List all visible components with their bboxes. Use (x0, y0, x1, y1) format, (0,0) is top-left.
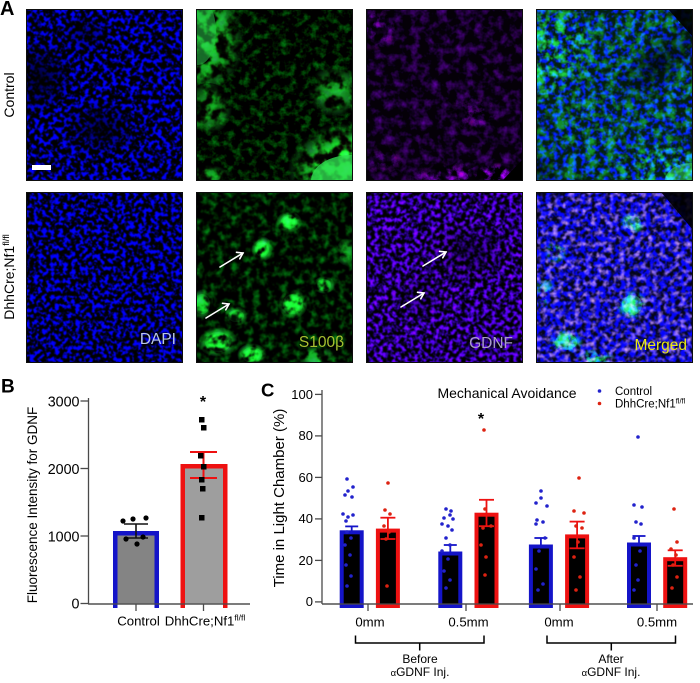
svg-text:40: 40 (299, 511, 313, 526)
svg-text:Before: Before (402, 652, 438, 666)
svg-text:*: * (478, 411, 485, 428)
svg-text:3000: 3000 (48, 395, 80, 411)
svg-text:After: After (598, 652, 623, 666)
svg-text:Control: Control (117, 614, 160, 629)
svg-text:Time in Light Chamber (%): Time in Light Chamber (%) (271, 409, 288, 588)
svg-text:Fluorescence Intensity for GDN: Fluorescence Intensity for GDNF (25, 407, 40, 604)
svg-text:0mm: 0mm (544, 615, 573, 630)
svg-text:20: 20 (299, 553, 313, 568)
svg-text:Control: Control (1, 72, 17, 117)
svg-text:0mm: 0mm (355, 615, 384, 630)
svg-text:Control: Control (615, 386, 652, 398)
svg-text:Mechanical Avoidance: Mechanical Avoidance (437, 385, 576, 401)
svg-text:DAPI: DAPI (140, 331, 176, 348)
svg-text:αGDNF Inj.: αGDNF Inj. (391, 665, 450, 679)
svg-text:C: C (261, 380, 274, 401)
svg-text:2000: 2000 (48, 462, 80, 478)
svg-text:DhhCre;Nf1fl/fl: DhhCre;Nf1fl/fl (165, 613, 246, 629)
svg-text:60: 60 (299, 470, 313, 485)
svg-text:S100β: S100β (299, 334, 344, 351)
svg-text:0: 0 (72, 597, 80, 613)
svg-text:80: 80 (299, 428, 313, 443)
svg-text:0.5mm: 0.5mm (637, 615, 677, 630)
svg-text:*: * (200, 394, 207, 411)
svg-text:1000: 1000 (48, 530, 80, 546)
svg-text:0.5mm: 0.5mm (448, 615, 488, 630)
svg-text:A: A (0, 0, 14, 20)
svg-text:DhhCre;Nf1fl/fl: DhhCre;Nf1fl/fl (615, 396, 686, 411)
svg-text:Merged: Merged (634, 337, 687, 354)
svg-text:DhhCre;Nf1fl/fl: DhhCre;Nf1fl/fl (1, 234, 17, 319)
svg-text:αGDNF Inj.: αGDNF Inj. (582, 665, 641, 679)
svg-text:B: B (1, 377, 15, 398)
svg-text:100: 100 (291, 387, 313, 402)
svg-text:0: 0 (306, 594, 313, 609)
svg-text:GDNF: GDNF (469, 335, 513, 352)
